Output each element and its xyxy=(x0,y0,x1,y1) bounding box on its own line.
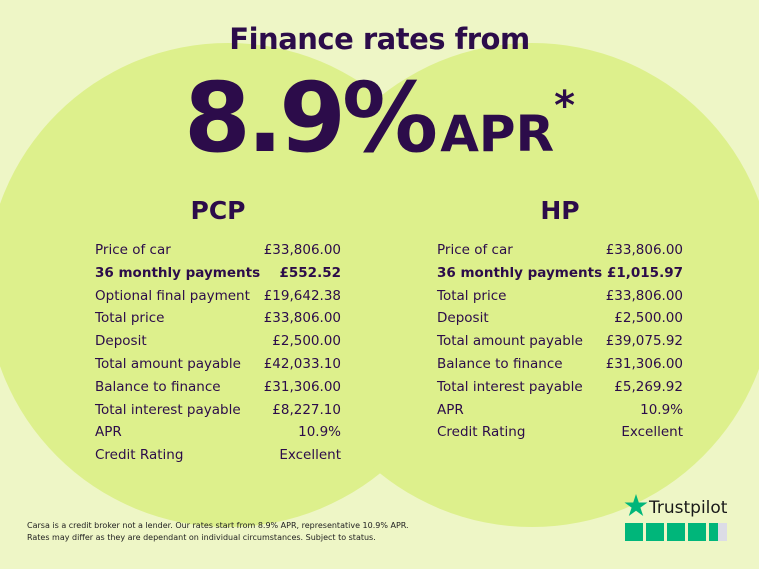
plan-row: Deposit £2,500.00 xyxy=(95,330,341,353)
row-value: £31,306.00 xyxy=(263,378,341,395)
row-label: APR xyxy=(437,401,464,418)
row-label: Total interest payable xyxy=(437,378,583,395)
row-label: Deposit xyxy=(95,333,147,350)
row-label: Total price xyxy=(437,287,507,304)
plan-row: Balance to finance £31,306.00 xyxy=(95,376,341,399)
plan-row: Total price £33,806.00 xyxy=(437,285,683,308)
rate: 8.9% xyxy=(183,62,438,174)
row-label: 36 monthly payments xyxy=(437,264,603,281)
row-value: Excellent xyxy=(279,447,341,464)
row-label: 36 monthly payments xyxy=(95,264,261,281)
plan-row: Total price £33,806.00 xyxy=(95,307,341,330)
plan-row: Credit Rating Excellent xyxy=(437,421,683,444)
row-label: Balance to finance xyxy=(437,355,563,372)
plan-row: Price of car £33,806.00 xyxy=(95,239,341,262)
row-value: £2,500.00 xyxy=(614,310,683,327)
plan-row: Balance to finance £31,306.00 xyxy=(437,353,683,376)
row-label: Total price xyxy=(95,310,165,327)
row-value: £33,806.00 xyxy=(605,242,683,258)
plan-row: Deposit £2,500.00 xyxy=(437,307,683,330)
plan-row: APR 10.9% xyxy=(437,399,683,422)
plan-row: APR 10.9% xyxy=(95,421,341,444)
footer-line: Carsa is a credit broker not a lender. O… xyxy=(27,521,409,530)
plan-row: Total amount payable £39,075.92 xyxy=(437,330,683,353)
row-value: £39,075.92 xyxy=(605,333,683,350)
plan: HP Price of car £33,806.00 36 monthly payme… xyxy=(437,196,683,444)
row-label: Price of car xyxy=(95,242,171,258)
asterisk: * xyxy=(554,83,575,129)
row-label: Optional final payment xyxy=(95,287,250,304)
row-label: Total amount payable xyxy=(437,333,583,350)
trustpilot-name: Trustpilot xyxy=(648,498,728,518)
row-label: Price of car xyxy=(437,242,513,258)
row-value: £33,806.00 xyxy=(605,287,683,304)
row-label: APR xyxy=(95,424,122,441)
footer-line: Rates may differ as they are dependant o… xyxy=(27,533,376,542)
row-value: £31,306.00 xyxy=(605,355,683,372)
row-label: Total interest payable xyxy=(95,401,241,418)
plan-name: HP xyxy=(540,196,580,225)
plan-row: Price of car £33,806.00 xyxy=(437,239,683,262)
plan-row: Total amount payable £42,033.10 xyxy=(95,353,341,376)
row-value: £42,033.10 xyxy=(263,355,341,372)
row-label: Credit Rating xyxy=(437,424,526,441)
row-value: 10.9% xyxy=(640,401,683,418)
right-circle xyxy=(290,43,759,527)
plan-row: Credit Rating Excellent xyxy=(95,444,341,467)
row-value: £2,500.00 xyxy=(272,333,341,350)
plan-row: Total interest payable £5,269.92 xyxy=(437,376,683,399)
row-value: £8,227.10 xyxy=(272,401,341,418)
row-label: Deposit xyxy=(437,310,489,327)
row-value: £19,642.38 xyxy=(263,287,341,304)
apr: APR xyxy=(440,105,555,163)
plan-name: PCP xyxy=(190,196,246,225)
plan-row: Total interest payable £8,227.10 xyxy=(95,399,341,422)
row-value: 10.9% xyxy=(298,424,341,441)
trustpilot-logo: Trustpilot xyxy=(624,494,728,541)
row-label: Credit Rating xyxy=(95,447,184,464)
plan-row: 36 monthly payments £1,015.97 xyxy=(437,262,683,285)
plan-row: 36 monthly payments £552.52 xyxy=(95,262,341,285)
plan: PCP Price of car £33,806.00 36 monthly paym… xyxy=(95,196,341,467)
row-value: £552.52 xyxy=(279,264,342,281)
row-value: £5,269.92 xyxy=(614,378,683,395)
row-value: £33,806.00 xyxy=(263,310,341,327)
title: Finance rates from xyxy=(229,22,530,56)
row-value: £33,806.00 xyxy=(263,242,341,258)
headline-rate: 8.9% APR* xyxy=(0,62,759,174)
row-label: Balance to finance xyxy=(95,378,221,395)
row-label: Total amount payable xyxy=(95,355,241,372)
row-value: £1,015.97 xyxy=(606,264,683,281)
row-value: Excellent xyxy=(621,424,683,441)
plan-row: Optional final payment £19,642.38 xyxy=(95,285,341,308)
